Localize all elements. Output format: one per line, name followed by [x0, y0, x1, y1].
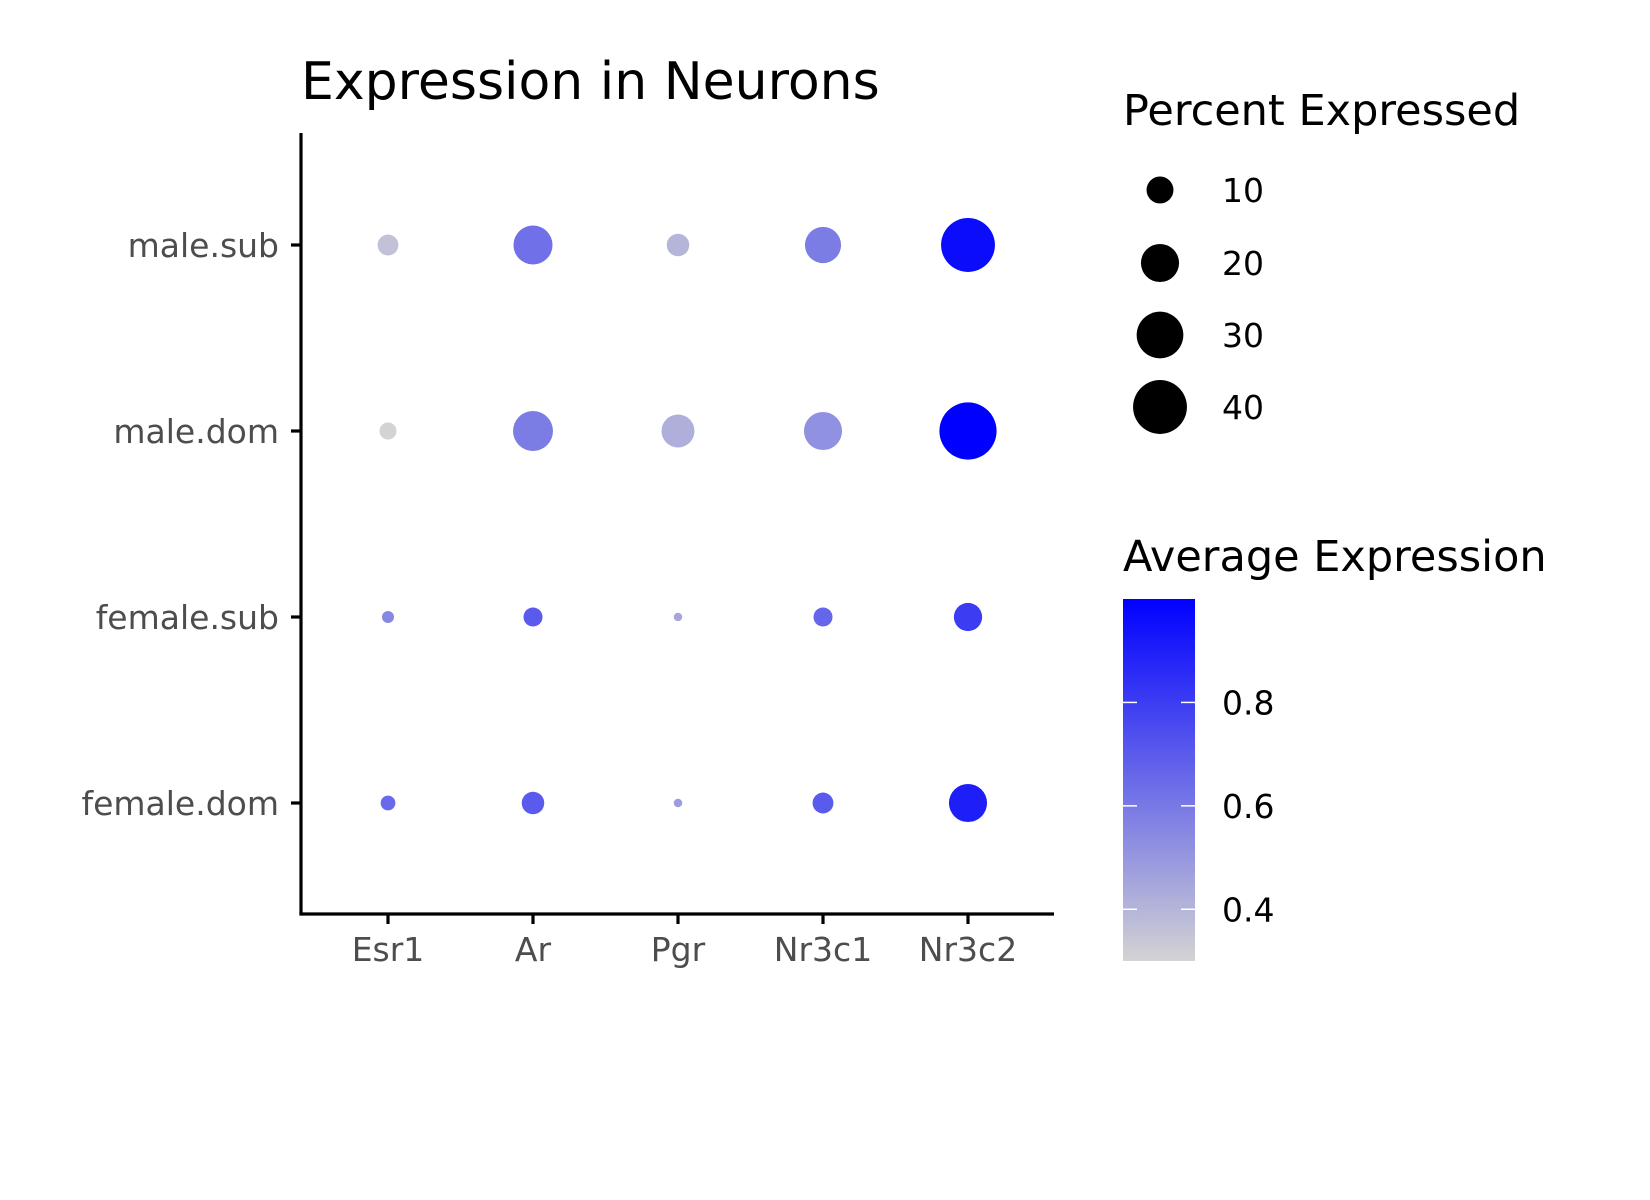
- size-legend-key: [1136, 311, 1184, 359]
- dot-female-sub-esr1: [381, 610, 395, 624]
- y-tick-label: male.sub: [128, 226, 279, 265]
- dot-female-sub-ar: [523, 607, 543, 627]
- color-legend-label: 0.4: [1222, 890, 1274, 929]
- dot-male-sub-nr3c1: [804, 226, 842, 264]
- dot-male-dom-nr3c1: [803, 411, 843, 451]
- dot-female-sub-nr3c1: [813, 607, 833, 627]
- y-tick-label: female.sub: [96, 598, 279, 637]
- dot-female-dom-nr3c2: [948, 783, 988, 823]
- dot-male-sub-esr1: [377, 234, 399, 256]
- x-tick-label: Pgr: [651, 930, 706, 969]
- y-tick-label: female.dom: [81, 784, 279, 823]
- dot-female-sub-pgr: [673, 612, 683, 622]
- chart-title: Expression in Neurons: [301, 52, 880, 112]
- color-legend: 0.4 0.6 0.8: [1123, 683, 1274, 929]
- x-tick-label: Nr3c2: [919, 930, 1017, 969]
- dot-male-dom-nr3c2: [939, 402, 997, 460]
- dot-male-sub-nr3c2: [941, 218, 995, 272]
- dot-female-sub-nr3c2: [953, 602, 983, 632]
- color-legend-bar: [1123, 599, 1195, 961]
- size-legend-label: 20: [1222, 244, 1264, 283]
- size-legend-label: 30: [1222, 316, 1264, 355]
- dot-male-dom-ar: [513, 411, 553, 451]
- dot-male-dom-esr1: [379, 422, 397, 440]
- size-legend-label: 10: [1222, 171, 1264, 210]
- dot-female-dom-ar: [521, 791, 545, 815]
- x-tick-label: Ar: [515, 930, 552, 969]
- size-legend-key: [1133, 380, 1187, 434]
- size-legend-key: [1140, 243, 1180, 283]
- color-legend-title: Average Expression: [1123, 532, 1547, 582]
- dot-series: [377, 218, 997, 823]
- dot-female-dom-nr3c1: [812, 792, 834, 814]
- dot-female-dom-esr1: [380, 795, 396, 811]
- dot-male-dom-pgr: [661, 414, 695, 448]
- y-axis-ticks: male.sub male.dom female.sub female.dom: [81, 226, 301, 823]
- size-legend-label: 40: [1222, 388, 1264, 427]
- size-legend-title: Percent Expressed: [1123, 86, 1520, 136]
- size-legend-key: [1146, 176, 1174, 204]
- y-tick-label: male.dom: [113, 412, 279, 451]
- color-legend-label: 0.6: [1222, 787, 1274, 826]
- dot-male-sub-pgr: [666, 233, 690, 257]
- x-tick-label: Nr3c1: [774, 930, 872, 969]
- x-axis-ticks: Esr1 Ar Pgr Nr3c1 Nr3c2: [352, 914, 1017, 969]
- size-legend: 10 20 30 40: [1133, 171, 1264, 434]
- color-legend-label: 0.8: [1222, 683, 1274, 722]
- dot-male-sub-ar: [513, 225, 553, 265]
- dot-female-dom-pgr: [673, 798, 683, 808]
- x-tick-label: Esr1: [352, 930, 425, 969]
